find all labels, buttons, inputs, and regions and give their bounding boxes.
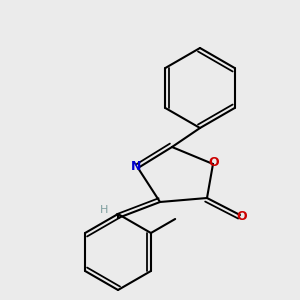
Text: H: H — [100, 205, 108, 215]
Text: O: O — [237, 211, 247, 224]
Text: O: O — [209, 157, 219, 169]
Text: N: N — [131, 160, 141, 173]
